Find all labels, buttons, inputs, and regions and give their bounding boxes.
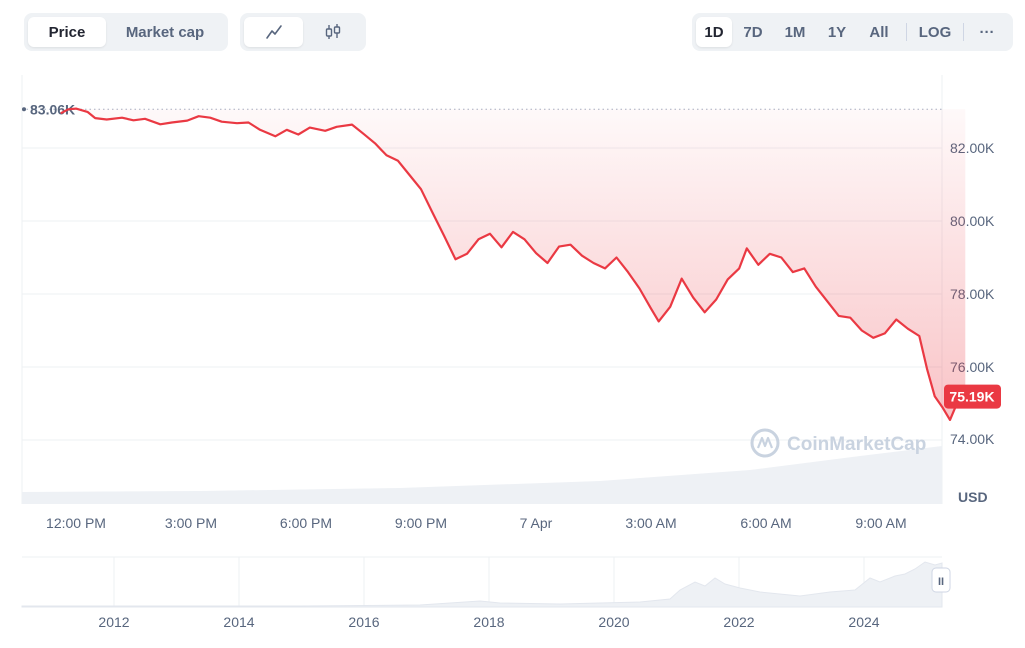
tab-price[interactable]: Price xyxy=(28,17,106,47)
y-tick-label: 74.00K xyxy=(950,431,995,447)
candlestick-button[interactable] xyxy=(303,17,362,47)
navigator-year-label: 2022 xyxy=(723,614,754,630)
navigator-handle-grip: II xyxy=(938,576,944,588)
current-price-badge: 75.19K xyxy=(944,384,1001,409)
high-price-label: 83.06K xyxy=(30,101,75,117)
range-navigator[interactable]: II 2012 2014 2016 2018 2020 2022 2024 xyxy=(21,556,951,630)
toolbar-divider xyxy=(963,23,964,41)
range-1d-button[interactable]: 1D xyxy=(696,17,732,47)
navigator-year-label: 2014 xyxy=(223,614,254,630)
line-chart-button[interactable] xyxy=(244,17,303,47)
x-tick-label: 6:00 AM xyxy=(740,515,791,531)
coinmarketcap-logo-mark xyxy=(756,436,774,449)
x-tick-label: 3:00 PM xyxy=(165,515,217,531)
navigator-gridlines xyxy=(113,557,865,607)
range-all-button[interactable]: All xyxy=(869,23,889,41)
price-line xyxy=(60,107,966,421)
high-marker xyxy=(22,107,26,112)
more-options-button[interactable]: ··· xyxy=(979,23,995,41)
volume-area xyxy=(22,446,942,504)
currency-label: USD xyxy=(958,489,988,505)
navigator-history-area xyxy=(21,561,943,608)
chart-type-toggle xyxy=(240,13,366,51)
navigator-year-label: 2018 xyxy=(473,614,504,630)
price-marketcap-toggle: Price Market cap xyxy=(24,13,228,51)
toolbar-divider xyxy=(906,23,907,41)
x-tick-label: 9:00 AM xyxy=(855,515,906,531)
x-tick-label: 3:00 AM xyxy=(625,515,676,531)
navigator-year-label: 2012 xyxy=(98,614,129,630)
x-tick-label: 12:00 PM xyxy=(46,515,106,531)
range-7d-button[interactable]: 7D xyxy=(743,23,763,41)
tab-market-cap[interactable]: Market cap xyxy=(125,23,205,41)
navigator-year-label: 2024 xyxy=(848,614,879,630)
time-range-selector: 1D 7D 1M 1Y All LOG ··· xyxy=(692,13,1013,51)
x-tick-label: 7 Apr xyxy=(520,515,553,531)
range-1y-button[interactable]: 1Y xyxy=(827,23,847,41)
current-price-badge-bg xyxy=(944,384,1001,409)
log-scale-button[interactable]: LOG xyxy=(918,23,952,41)
coinmarketcap-logo-icon xyxy=(750,428,780,458)
line-chart-icon xyxy=(265,25,282,39)
watermark-text: CoinMarketCap xyxy=(787,434,926,455)
current-price-label: 75.19K xyxy=(949,389,994,405)
x-axis: 12:00 PM 3:00 PM 6:00 PM 9:00 PM 7 Apr 3… xyxy=(46,515,907,531)
range-1m-button[interactable]: 1M xyxy=(784,23,806,41)
navigator-year-label: 2016 xyxy=(348,614,379,630)
navigator-handle[interactable] xyxy=(931,567,951,593)
coinmarketcap-watermark: CoinMarketCap xyxy=(750,428,926,458)
navigator-year-label: 2020 xyxy=(598,614,629,630)
price-area-fill xyxy=(60,108,966,420)
x-tick-label: 9:00 PM xyxy=(395,515,447,531)
x-tick-label: 6:00 PM xyxy=(280,515,332,531)
price-chart[interactable]: 82.00K 80.00K 78.00K 76.00K 74.00K USD C… xyxy=(0,60,1025,648)
candlestick-icon xyxy=(325,24,340,39)
